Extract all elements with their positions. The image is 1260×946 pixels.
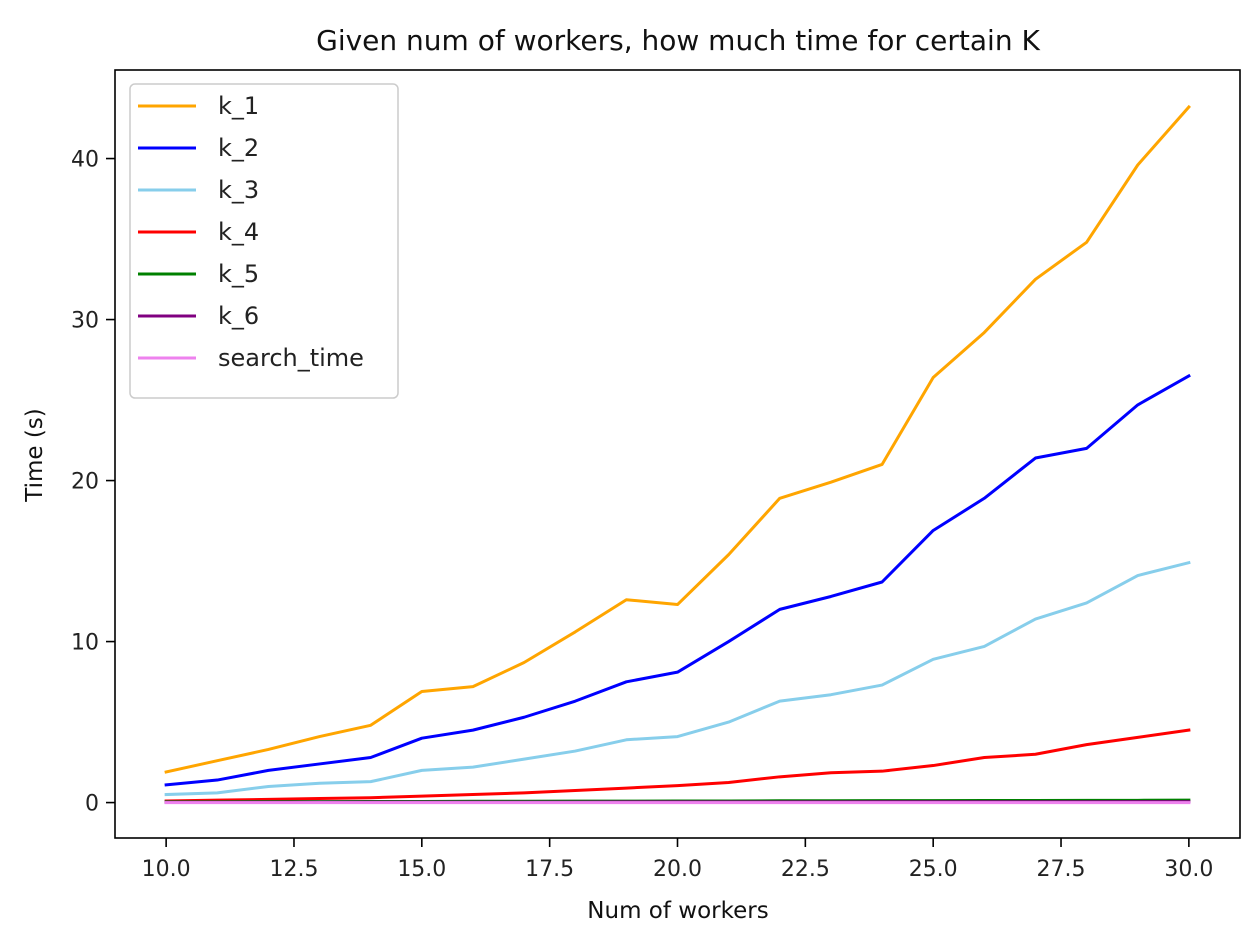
legend-label-k_2: k_2 [218, 134, 259, 162]
x-tick-label: 27.5 [1037, 857, 1086, 882]
x-axis-label: Num of workers [587, 898, 768, 924]
series-line-k_2 [164, 373, 1191, 787]
y-tick-label: 20 [71, 470, 99, 495]
legend-label-k_3: k_3 [218, 176, 259, 204]
x-tick-label: 15.0 [397, 857, 446, 882]
series-line-k_3 [164, 560, 1191, 797]
legend-box [129, 83, 399, 399]
x-tick-label: 30.0 [1164, 857, 1213, 882]
x-tick-label: 10.0 [142, 857, 191, 882]
x-tick-label: 17.5 [525, 857, 574, 882]
legend-label-k_4: k_4 [218, 218, 259, 246]
x-tick-label: 25.0 [909, 857, 958, 882]
y-axis-label: Time (s) [22, 408, 48, 503]
y-tick-label: 40 [71, 148, 99, 173]
y-tick-label: 0 [85, 792, 99, 817]
x-tick-label: 22.5 [781, 857, 830, 882]
series-line-k_4 [164, 728, 1191, 803]
legend-label-search_time: search_time [218, 344, 364, 372]
legend: k_1 k_2 k_3 k_4 k_5 k_6 search_time [129, 83, 399, 399]
y-tick-label: 30 [71, 309, 99, 334]
x-tick-label: 12.5 [269, 857, 318, 882]
x-tick-label: 20.0 [653, 857, 702, 882]
chart-title: Given num of workers, how much time for … [316, 24, 1040, 57]
legend-label-k_6: k_6 [218, 302, 259, 330]
series-line-k_1 [164, 104, 1191, 774]
axis-ticks: 10.0 12.5 15.0 17.5 20.0 22.5 25.0 27.5 30.0 0 10 2… [71, 148, 1213, 882]
legend-label-k_1: k_1 [218, 92, 259, 120]
legend-label-k_5: k_5 [218, 260, 259, 288]
y-tick-label: 10 [71, 631, 99, 656]
